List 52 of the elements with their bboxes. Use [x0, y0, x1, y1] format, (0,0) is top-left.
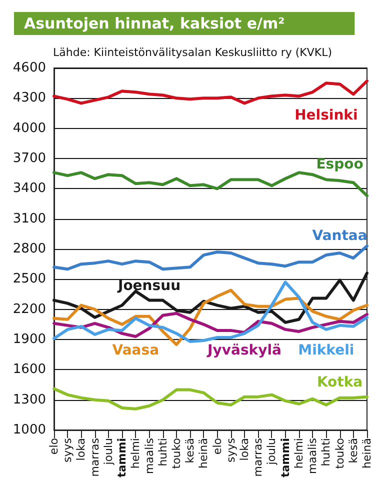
y-tick-label: 4000 — [12, 120, 46, 136]
y-tick-label: 1000 — [12, 422, 46, 438]
series-label: Helsinki — [294, 107, 358, 124]
x-tick-label: loka — [238, 438, 252, 461]
y-tick-label: 1300 — [12, 392, 46, 408]
x-tick-label: heinä — [197, 438, 210, 469]
x-tick-label: kesä — [346, 438, 360, 464]
x-tick-label: marras — [252, 438, 265, 477]
x-tick-label: helmi — [292, 438, 306, 469]
x-tick-label: huhti — [156, 438, 170, 466]
series-label: Espoo — [316, 156, 364, 173]
x-tick-label: joulu — [265, 438, 278, 466]
x-tick-label: maalis — [306, 438, 320, 474]
line-series — [52, 244, 368, 271]
y-tick-label: 1600 — [12, 362, 46, 378]
x-tick-label: tammi — [278, 438, 292, 478]
x-tick-label: helmi — [129, 438, 142, 469]
y-tick-label: 2200 — [12, 302, 46, 317]
x-tick-label: kesä — [184, 438, 197, 464]
y-tick-label: 2800 — [12, 242, 46, 256]
series-label: Vantaa — [312, 228, 368, 244]
x-tick-label: touko — [170, 438, 183, 469]
series-label: Jyväskylä — [206, 342, 282, 359]
line-series — [52, 80, 368, 105]
x-tick-label: elo — [48, 438, 60, 455]
y-tick-label: 2500 — [12, 272, 46, 287]
series-label: Joensuu — [116, 278, 181, 294]
series-label: Vaasa — [112, 342, 160, 359]
series-label: Mikkeli — [298, 342, 354, 359]
y-tick-label: 3100 — [12, 211, 46, 226]
x-tick-label: elo — [210, 438, 224, 455]
y-tick-label: 3400 — [12, 181, 46, 196]
line-series — [52, 387, 368, 410]
line-series — [52, 280, 368, 344]
chart-subtitle: Lähde: Kiinteistönvälitysalan Keskusliitto ry (KVKL) — [53, 46, 332, 59]
y-tick-label: 1900 — [12, 332, 46, 347]
y-tick-label: 4300 — [12, 90, 46, 106]
x-tick-label: heinä — [360, 438, 374, 469]
x-tick-label: touko — [333, 438, 346, 469]
y-tick-label: 4600 — [12, 60, 46, 76]
x-tick-label: syys — [61, 438, 74, 462]
line-series — [52, 171, 368, 198]
x-tick-label: huhti — [320, 438, 333, 466]
y-tick-label: 3700 — [12, 151, 46, 166]
chart-title: Asuntojen hinnat, kaksiot e/m² — [24, 14, 285, 32]
series-label: Kotka — [316, 374, 363, 391]
x-tick-label: loka — [74, 438, 88, 461]
x-tick-label: marras — [88, 438, 102, 477]
x-tick-label: maalis — [142, 438, 156, 474]
x-tick-label: tammi — [116, 438, 129, 478]
x-tick-label: joulu — [102, 438, 115, 466]
x-tick-label: syys — [224, 438, 238, 462]
